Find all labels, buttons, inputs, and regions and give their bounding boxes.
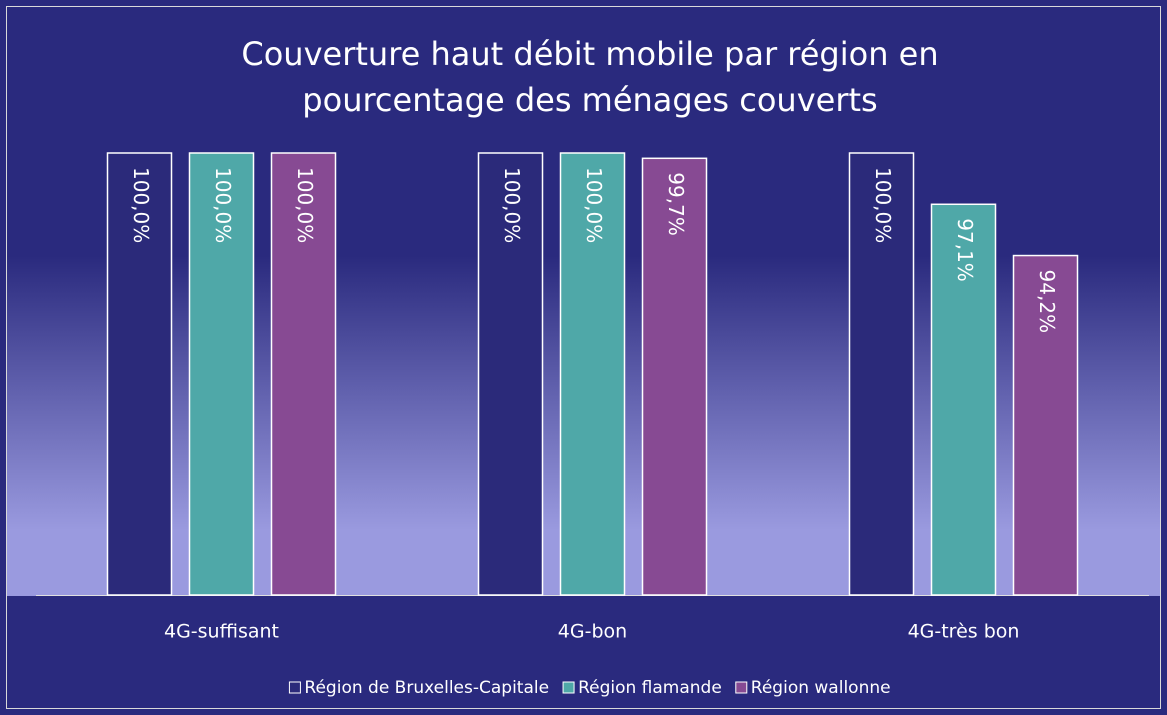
x-tick-label: 4G-très bon [908, 621, 1020, 643]
legend-swatch [288, 681, 301, 694]
bar [930, 203, 997, 596]
bar [1012, 254, 1079, 596]
x-tick-label: 4G-suffisant [164, 621, 279, 643]
data-label: 100,0% [129, 167, 153, 243]
legend-label: Région de Bruxelles-Capitale [304, 678, 549, 698]
data-label: 100,0% [871, 167, 895, 243]
chart-title: Couverture haut débit mobile par région … [241, 35, 938, 73]
data-label: 100,0% [500, 167, 524, 243]
bar [641, 157, 708, 596]
bar [477, 152, 544, 596]
data-label: 94,2% [1035, 270, 1059, 334]
data-label: 97,1% [953, 218, 977, 282]
data-label: 100,0% [582, 167, 606, 243]
bar [106, 152, 173, 596]
data-label: 99,7% [664, 172, 688, 236]
legend-swatch [735, 681, 748, 694]
x-tick-label: 4G-bon [558, 621, 627, 643]
bar [848, 152, 915, 596]
bar [559, 152, 626, 596]
bar [270, 152, 337, 596]
legend-label: Région flamande [578, 678, 722, 698]
legend-label: Région wallonne [751, 678, 891, 698]
bar [188, 152, 255, 596]
chart-title: pourcentage des ménages couverts [302, 81, 877, 119]
legend: Région de Bruxelles-Capitale Région flama… [288, 678, 891, 698]
data-label: 100,0% [211, 167, 235, 243]
data-label: 100,0% [293, 167, 317, 243]
legend-swatch [562, 681, 575, 694]
border [6, 6, 1161, 709]
